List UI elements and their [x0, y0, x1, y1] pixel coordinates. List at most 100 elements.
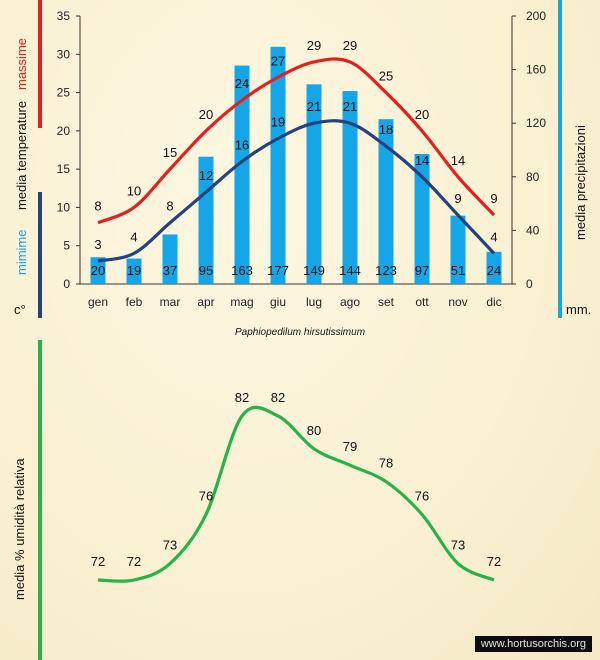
- humidity-axis-title: media % umidità relativa: [12, 458, 27, 600]
- left-tick-label: 10: [57, 200, 71, 214]
- month-label: ago: [340, 295, 360, 309]
- precipitation-bar: [378, 119, 394, 285]
- precipitation-data-label: 51: [451, 263, 465, 278]
- site-watermark: www.hortusorchis.org: [474, 636, 592, 652]
- precipitation-bar: [486, 251, 502, 284]
- left-tick-label: 35: [57, 9, 71, 23]
- precipitation-data-label: 97: [415, 263, 429, 278]
- month-label: lug: [306, 295, 322, 309]
- precipitation-data-label: 24: [487, 263, 501, 278]
- humidity-data-label: 76: [199, 488, 213, 503]
- right-tick-label: 80: [526, 170, 540, 184]
- precipitation-data-label: 149: [303, 263, 325, 278]
- max-temp-data-label: 8: [94, 199, 101, 214]
- max-temp-data-label: 15: [163, 145, 177, 160]
- humidity-data-label: 76: [415, 488, 429, 503]
- max-temp-data-label: 29: [307, 38, 321, 53]
- precipitation-data-label: 144: [339, 263, 361, 278]
- humidity-data-label: 78: [379, 456, 393, 471]
- left-axis-unit: c°: [14, 302, 26, 317]
- max-temp-data-label: 20: [415, 107, 429, 122]
- max-temp-data-label: 20: [199, 107, 213, 122]
- right-tick-label: 160: [526, 63, 546, 77]
- humidity-data-label: 72: [91, 554, 105, 569]
- precipitation-bar: [414, 154, 430, 284]
- max-temp-data-label: 14: [451, 153, 465, 168]
- humidity-data-label: 72: [487, 554, 501, 569]
- precipitation-data-label: 19: [127, 263, 141, 278]
- month-label: apr: [197, 295, 214, 309]
- month-label: dic: [486, 295, 501, 309]
- max-temp-data-label: 10: [127, 183, 141, 198]
- precipitation-data-label: 177: [267, 263, 289, 278]
- month-label: mag: [230, 295, 253, 309]
- min-temp-data-label: 9: [454, 191, 461, 206]
- left-tick-label: 0: [63, 277, 70, 291]
- left-axis-title: media temperature: [14, 101, 29, 210]
- min-temp-data-label: 14: [415, 153, 429, 168]
- precipitation-data-label: 20: [91, 263, 105, 278]
- right-axis-unit: mm.: [566, 302, 591, 317]
- min-temp-data-label: 8: [166, 199, 173, 214]
- month-label: feb: [126, 295, 143, 309]
- right-tick-label: 0: [526, 277, 533, 291]
- left-axis-title-main: media temperature: [14, 101, 29, 210]
- precipitation-data-label: 95: [199, 263, 213, 278]
- month-label: gen: [88, 295, 108, 309]
- right-tick-label: 200: [526, 9, 546, 23]
- max-temp-data-label: 24: [235, 76, 249, 91]
- right-tick-label: 40: [526, 223, 540, 237]
- month-label: mar: [160, 295, 181, 309]
- precipitation-bar: [306, 84, 322, 284]
- precipitation-data-label: 37: [163, 263, 177, 278]
- precipitation-data-label: 123: [375, 263, 397, 278]
- right-axis-title: media precipitazioni: [573, 125, 588, 240]
- left-tick-label: 5: [63, 239, 70, 253]
- month-label: giu: [270, 295, 286, 309]
- month-label: nov: [448, 295, 467, 309]
- humidity-data-label: 73: [451, 538, 465, 553]
- max-temp-data-label: 25: [379, 69, 393, 84]
- month-label: set: [378, 295, 395, 309]
- min-temp-data-label: 16: [235, 137, 249, 152]
- max-temperature-line: [97, 57, 496, 225]
- precipitation-data-label: 163: [231, 263, 253, 278]
- humidity-data-label: 80: [307, 423, 321, 438]
- humidity-data-label: 72: [127, 554, 141, 569]
- species-caption: Paphiopedilum hirsutissimum: [234, 327, 366, 338]
- climate-chart: 0 5 10 15 20 25 30 35 0 40 80 120 160 200 gen feb mar apr…: [14, 0, 591, 318]
- precipitation-bar: [234, 65, 250, 284]
- precipitation-bar: [270, 46, 286, 284]
- left-tick-label: 30: [57, 47, 71, 61]
- min-temp-data-label: 3: [94, 237, 101, 252]
- max-temp-data-label: 9: [490, 191, 497, 206]
- min-temp-data-label: 4: [490, 229, 497, 244]
- min-temperature-line: [97, 119, 496, 263]
- min-temp-data-label: 19: [271, 115, 285, 130]
- precipitation-bar: [162, 234, 178, 284]
- max-temp-data-label: 27: [271, 53, 285, 68]
- left-tick-label: 15: [57, 162, 71, 176]
- humidity-data-label: 82: [235, 390, 249, 405]
- precipitation-bar: [342, 91, 358, 284]
- left-axis-title-min: mimime: [14, 230, 29, 276]
- humidity-data-label: 79: [343, 439, 357, 454]
- left-tick-label: 20: [57, 124, 71, 138]
- min-temp-data-label: 4: [130, 229, 137, 244]
- left-axis-title-max: massime: [14, 38, 29, 90]
- humidity-data-label: 73: [163, 538, 177, 553]
- min-temp-data-label: 21: [307, 99, 321, 114]
- max-temp-data-label: 29: [343, 38, 357, 53]
- precipitation-bar: [90, 257, 106, 284]
- humidity-data-label: 82: [271, 390, 285, 405]
- right-tick-label: 120: [526, 116, 546, 130]
- left-tick-label: 25: [57, 86, 71, 100]
- humidity-line: [97, 405, 495, 583]
- month-label: ott: [415, 295, 429, 309]
- min-temp-data-label: 12: [199, 168, 213, 183]
- min-temp-data-label: 21: [343, 99, 357, 114]
- min-temp-data-label: 18: [379, 122, 393, 137]
- precipitation-bar: [450, 215, 466, 284]
